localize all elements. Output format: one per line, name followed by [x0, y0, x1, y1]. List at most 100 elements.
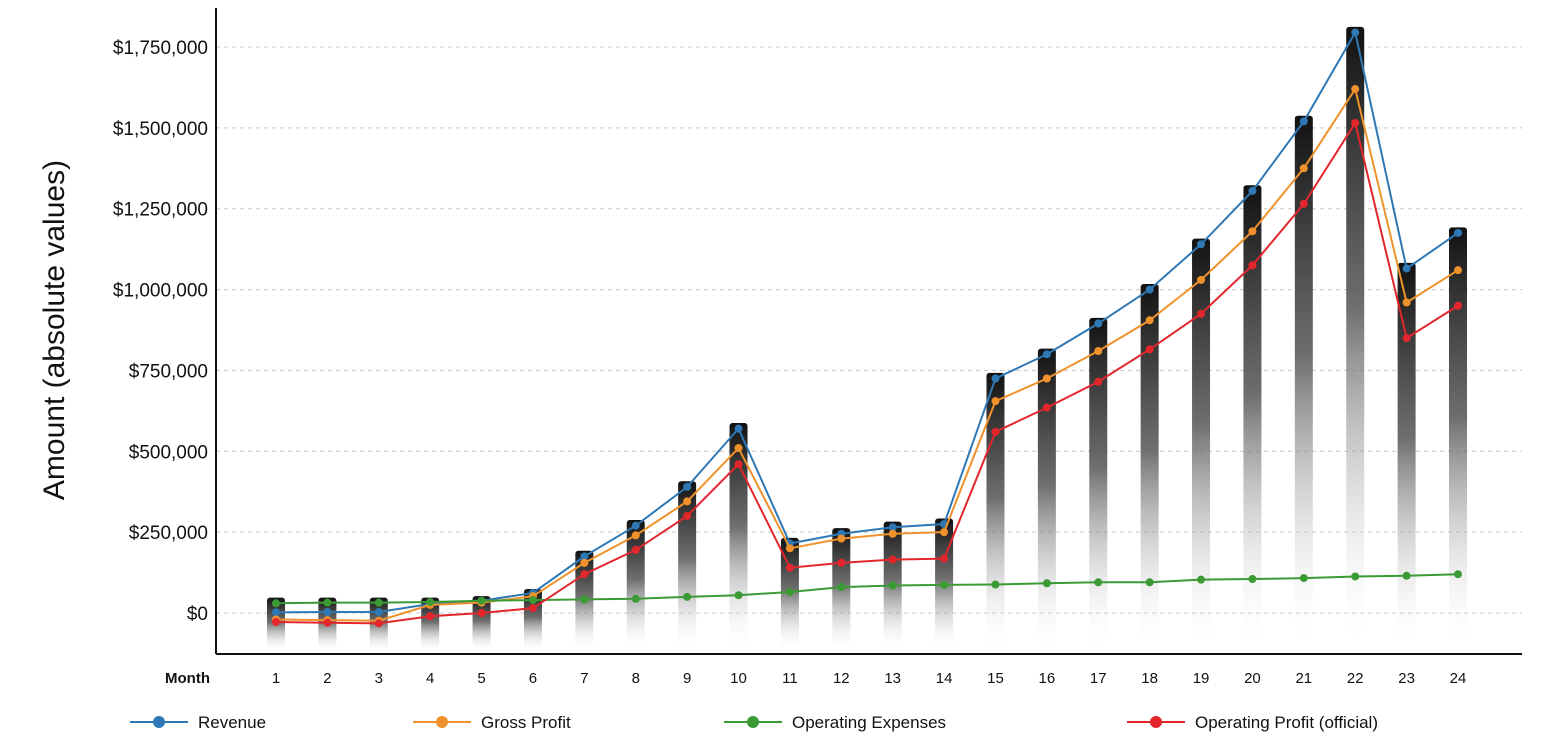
y-tick-label: $1,750,000	[113, 38, 208, 59]
bar	[1243, 185, 1262, 652]
data-point	[888, 555, 897, 564]
series-line	[275, 120, 1459, 625]
legend-item: Revenue	[130, 713, 266, 732]
x-tick-label: 18	[1141, 670, 1158, 687]
legend-item: Gross Profit	[413, 713, 571, 732]
gridlines	[216, 46, 1522, 614]
data-point	[477, 609, 486, 617]
x-tick-label: 8	[632, 670, 640, 687]
data-point	[1042, 374, 1051, 383]
data-point	[374, 598, 383, 607]
data-point	[1145, 316, 1154, 325]
data-point	[1454, 570, 1462, 579]
bar	[421, 597, 440, 652]
data-point	[631, 531, 640, 540]
data-point	[1042, 350, 1051, 359]
data-point	[1145, 578, 1154, 587]
data-point	[940, 528, 949, 537]
x-tick-label: 15	[987, 670, 1004, 687]
data-point	[940, 580, 949, 589]
data-point	[734, 424, 743, 433]
data-point	[1145, 345, 1154, 354]
data-point	[1197, 275, 1206, 284]
data-point	[683, 511, 692, 520]
bar	[1449, 227, 1467, 652]
data-point	[1094, 347, 1103, 356]
x-tick-label: 22	[1347, 670, 1364, 687]
bar	[472, 596, 491, 652]
y-tick-label: $1,500,000	[113, 119, 208, 140]
data-point	[1042, 403, 1051, 412]
series-operating-profit-official-	[272, 119, 1462, 628]
x-tick-label: 6	[529, 670, 537, 687]
y-tick-label: $0	[187, 604, 208, 625]
data-point	[1094, 377, 1103, 386]
data-point	[1042, 579, 1051, 588]
bar	[1192, 238, 1211, 652]
data-point	[528, 596, 537, 605]
data-point	[374, 619, 383, 628]
legend-marker	[153, 716, 165, 728]
data-point	[1402, 264, 1411, 273]
series-operating-expenses	[272, 570, 1462, 608]
data-point	[785, 587, 794, 596]
data-point	[683, 482, 692, 491]
data-point	[1248, 575, 1257, 584]
data-point	[785, 563, 794, 572]
data-point	[734, 591, 743, 600]
data-point	[1351, 85, 1360, 94]
legend-item: Operating Expenses	[724, 713, 946, 732]
x-tick-label: 12	[833, 670, 850, 687]
data-point	[1248, 261, 1257, 270]
data-point	[991, 397, 1000, 406]
data-point	[1197, 575, 1206, 584]
data-point	[426, 612, 435, 621]
bar	[1346, 26, 1365, 652]
data-point	[991, 580, 1000, 589]
x-tick-label: 11	[782, 670, 798, 687]
data-point	[1351, 28, 1360, 37]
bars	[267, 26, 1467, 652]
data-point	[631, 521, 640, 530]
data-point	[785, 544, 794, 553]
data-point	[888, 523, 897, 532]
data-point	[1197, 309, 1206, 318]
y-tick-label: $500,000	[129, 442, 208, 463]
x-tick-label: 3	[375, 670, 383, 687]
data-point	[1402, 334, 1411, 343]
x-tick-label: 24	[1450, 670, 1467, 687]
data-point	[1299, 574, 1308, 583]
data-point	[631, 594, 640, 603]
data-point	[272, 608, 280, 617]
x-tick-label: 14	[936, 670, 953, 687]
data-point	[272, 618, 280, 627]
x-tick-label: 7	[580, 670, 588, 687]
x-tick-label: 20	[1244, 670, 1261, 687]
y-tick-label: $250,000	[129, 523, 208, 544]
data-point	[323, 598, 332, 607]
data-point	[1351, 572, 1360, 581]
data-point	[1454, 228, 1462, 237]
bar	[678, 481, 697, 652]
data-point	[888, 581, 897, 590]
legend-label: Operating Expenses	[792, 713, 946, 732]
series-revenue	[272, 28, 1462, 617]
data-point	[1454, 266, 1462, 275]
data-point	[1299, 117, 1308, 126]
bar	[729, 423, 748, 652]
data-point	[940, 554, 949, 563]
bar	[1397, 262, 1416, 652]
data-point	[991, 374, 1000, 383]
data-point	[683, 497, 692, 506]
x-tick-label: 13	[884, 670, 901, 687]
data-point	[1402, 571, 1411, 580]
data-point	[580, 570, 589, 579]
x-tick-label: 16	[1039, 670, 1056, 687]
x-tick-label: 9	[683, 670, 691, 687]
data-point	[734, 460, 743, 469]
y-tick-label: $750,000	[129, 361, 208, 382]
x-tick-label: 4	[426, 670, 434, 687]
series-line	[275, 86, 1459, 622]
x-tick-label: 19	[1193, 670, 1210, 687]
